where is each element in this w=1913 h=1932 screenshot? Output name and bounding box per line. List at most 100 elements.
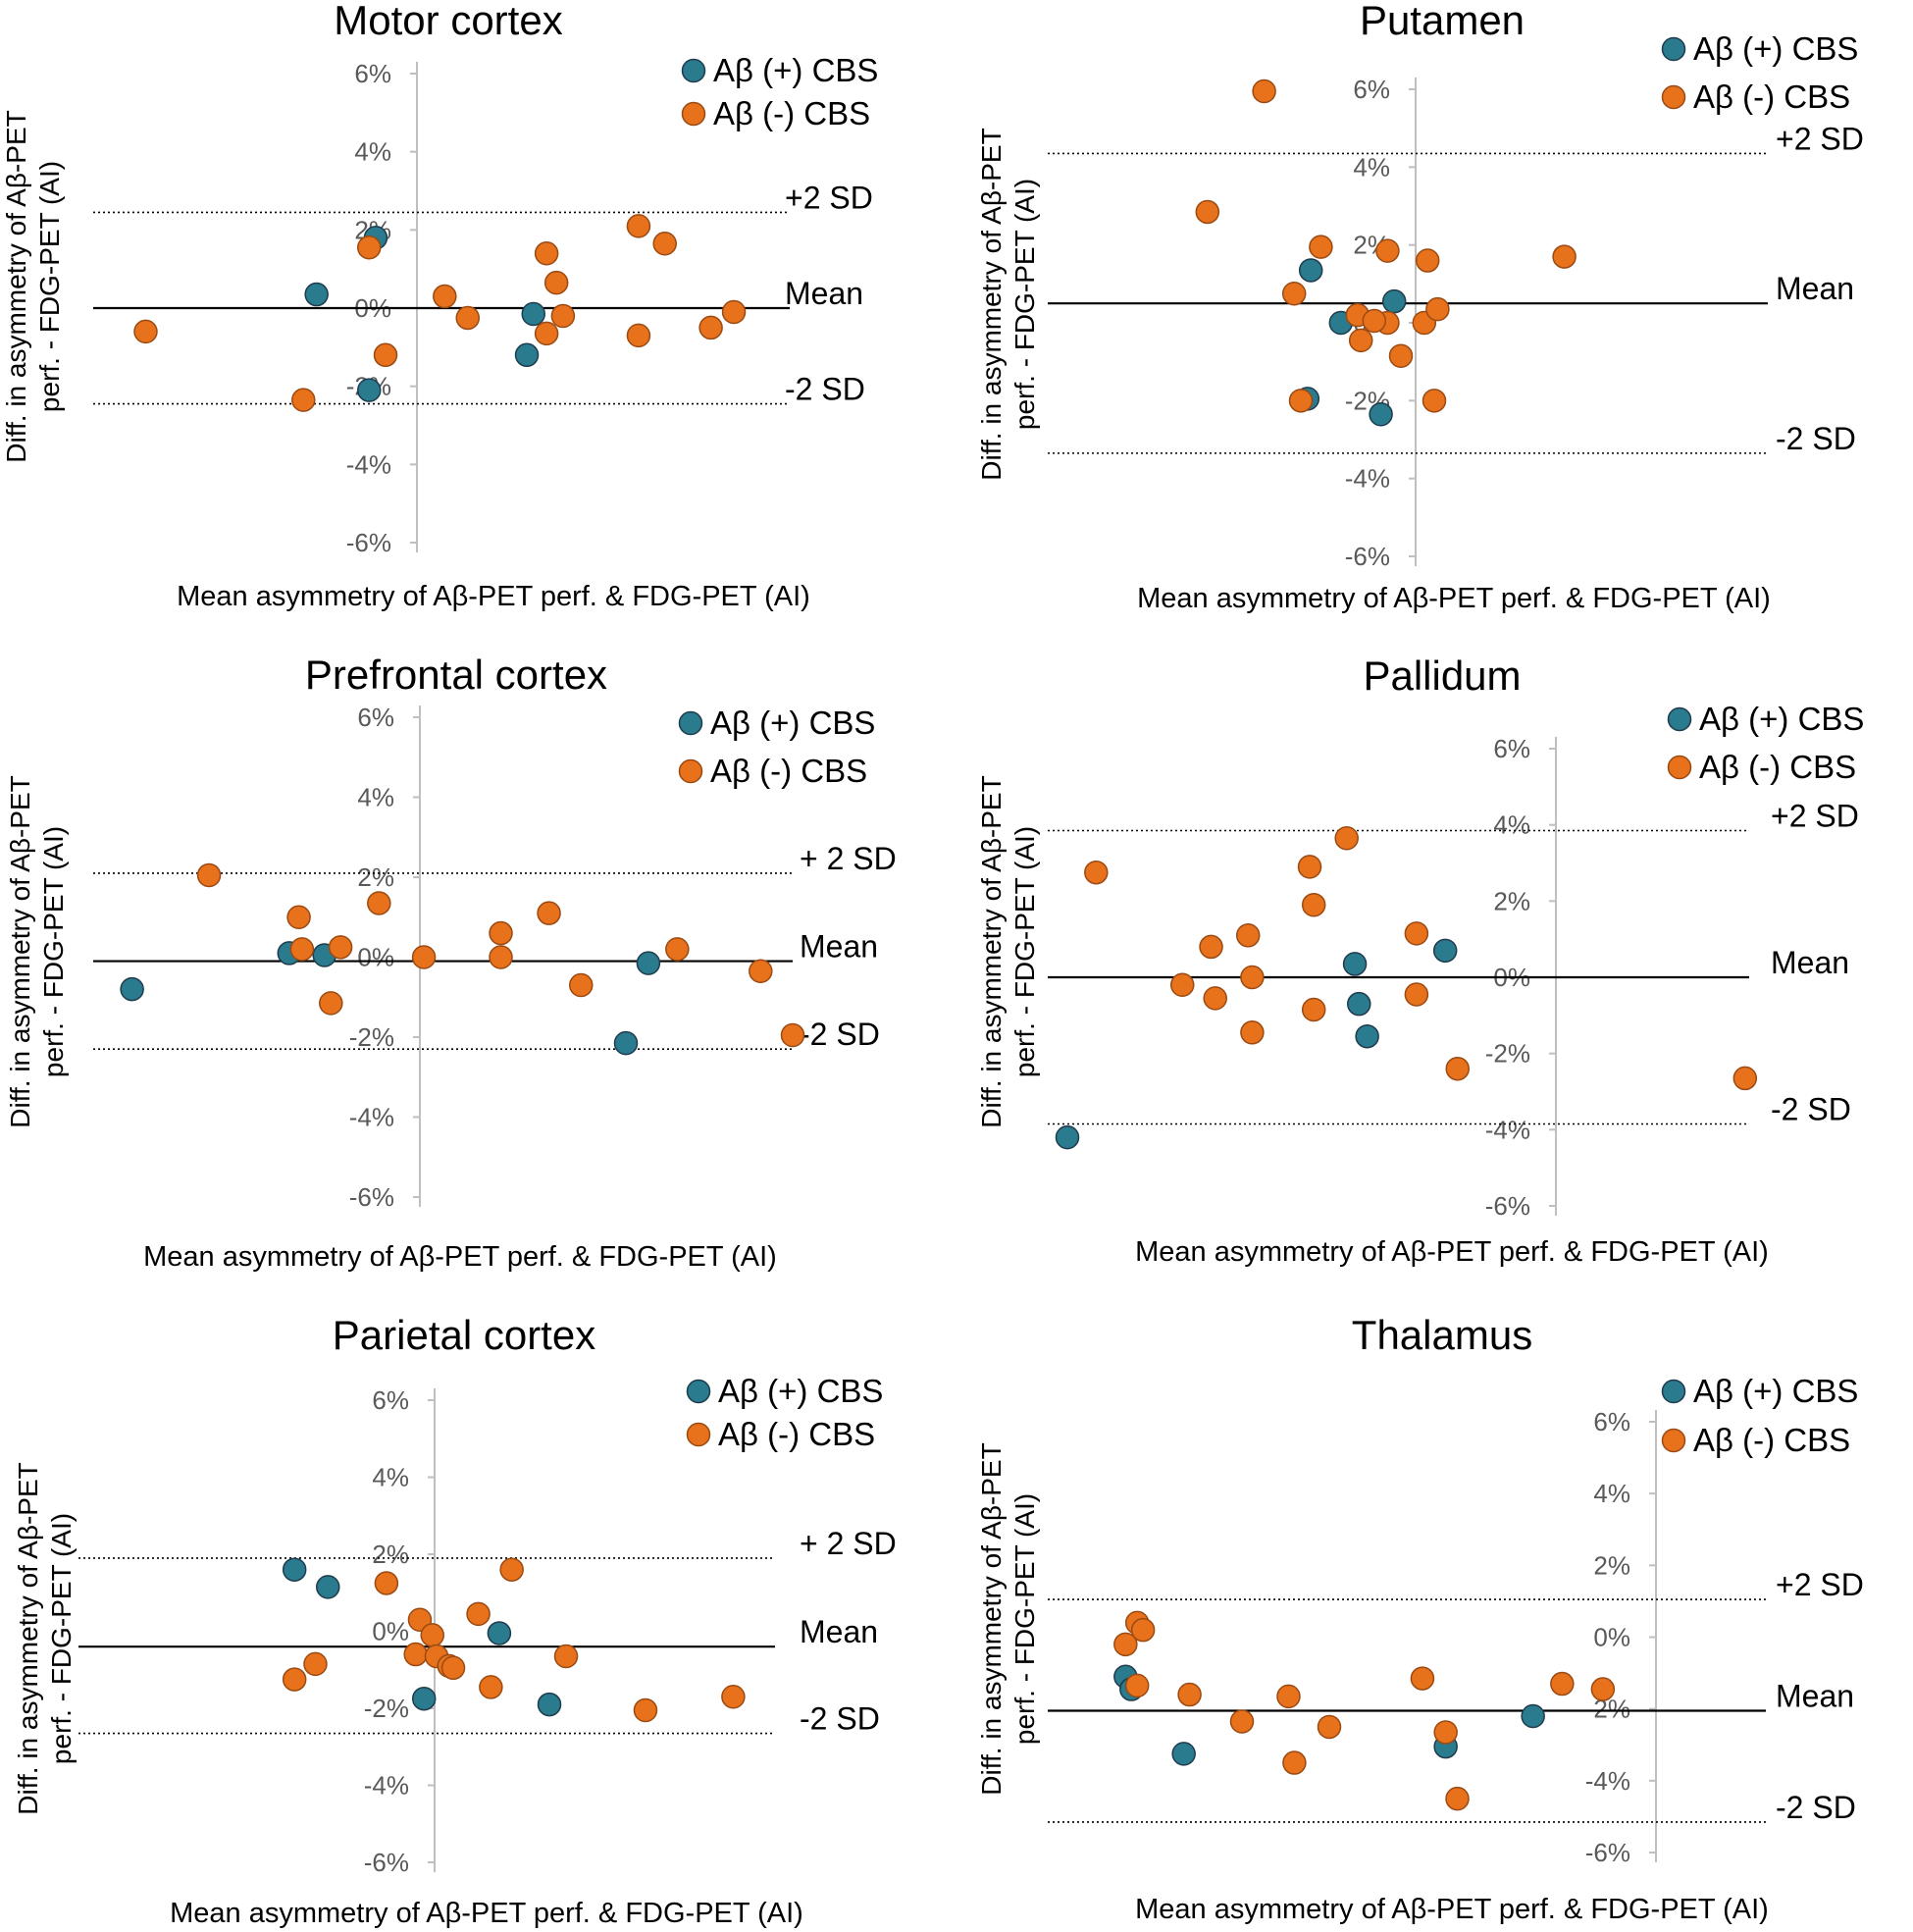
reference-line-label: Mean — [1776, 1678, 1854, 1713]
point-abeta-negative — [1552, 244, 1577, 269]
legend-marker-positive — [686, 1379, 711, 1404]
reference-line-label: Mean — [800, 1614, 878, 1649]
point-abeta-negative — [1317, 1714, 1342, 1740]
legend-label: Aβ (-) CBS — [713, 95, 870, 131]
y-tick-label: 2% — [372, 1540, 409, 1569]
y-tick-label: -6% — [349, 1182, 394, 1212]
legend-label: Aβ (-) CBS — [710, 753, 867, 789]
y-axis-label-line1: Diff. in asymmetry of Aβ-PET — [976, 1442, 1007, 1795]
y-tick-label: -6% — [346, 528, 391, 557]
point-abeta-positive — [1298, 258, 1323, 283]
point-abeta-negative — [433, 284, 457, 309]
legend-marker-negative — [1661, 1428, 1686, 1453]
point-abeta-negative — [196, 862, 222, 888]
y-axis-label-line2: perf. - FDG-PET (AI) — [38, 826, 69, 1077]
point-abeta-negative — [626, 323, 651, 348]
legend-label: Aβ (+) CBS — [718, 1373, 883, 1409]
point-abeta-negative — [550, 303, 576, 329]
point-abeta-negative — [1195, 199, 1220, 225]
point-abeta-positive — [1521, 1703, 1545, 1729]
point-abeta-negative — [1240, 1020, 1265, 1045]
point-abeta-negative — [721, 1684, 746, 1709]
legend-label: Aβ (+) CBS — [1693, 30, 1858, 67]
point-abeta-negative — [1445, 1056, 1470, 1081]
y-tick-label: -6% — [1345, 542, 1390, 571]
point-abeta-negative — [537, 901, 561, 925]
point-abeta-positive — [282, 1557, 307, 1582]
point-abeta-negative — [286, 905, 311, 929]
y-tick-label: 4% — [354, 137, 391, 167]
point-abeta-positive — [1171, 1742, 1196, 1766]
point-abeta-positive — [411, 1686, 437, 1711]
y-tick-label: 2% — [357, 862, 394, 892]
reference-line-label: -2 SD — [1776, 1790, 1856, 1825]
y-tick-label: 4% — [1353, 152, 1390, 182]
y-tick-label: -6% — [1485, 1191, 1530, 1221]
point-abeta-positive — [1381, 288, 1407, 314]
y-tick-label: 2% — [1493, 886, 1530, 915]
legend-label: Aβ (+) CBS — [710, 705, 875, 741]
y-tick-label: -2% — [1485, 1039, 1530, 1069]
point-abeta-negative — [1203, 986, 1227, 1011]
point-abeta-positive — [304, 282, 329, 307]
x-axis-label: Mean asymmetry of Aβ-PET perf. & FDG-PET… — [143, 1241, 777, 1273]
reference-line-label: + 2 SD — [800, 841, 897, 876]
point-abeta-positive — [1055, 1124, 1080, 1150]
point-abeta-negative — [1433, 1720, 1458, 1745]
y-tick-label: 4% — [357, 783, 394, 812]
legend-marker-negative — [1667, 755, 1692, 780]
legend-marker-positive — [1667, 706, 1692, 732]
point-abeta-negative — [499, 1557, 524, 1582]
point-abeta-negative — [652, 232, 677, 256]
legend-marker-negative — [678, 758, 703, 784]
point-abeta-negative — [319, 991, 343, 1016]
y-tick-label: 6% — [1593, 1407, 1630, 1436]
y-tick-label: -2% — [364, 1694, 409, 1723]
point-abeta-negative — [1124, 1673, 1150, 1698]
y-axis-label-line2: perf. - FDG-PET (AI) — [34, 161, 65, 412]
point-abeta-negative — [1732, 1066, 1758, 1091]
point-abeta-positive — [1355, 1023, 1379, 1049]
point-abeta-negative — [373, 342, 398, 368]
legend-marker-positive — [681, 58, 706, 83]
y-tick-label: -4% — [1345, 464, 1390, 494]
y-axis-label-line1: Diff. in asymmetry of Aβ-PET — [976, 775, 1007, 1127]
point-abeta-negative — [1199, 934, 1223, 960]
chart-parietal: Parietal cortex 6% 4% 2% 0% -2% -4% -6% + 2 SD Me… — [13, 1312, 897, 1929]
x-axis-label: Mean asymmetry of Aβ-PET perf. & FDG-PET… — [1137, 583, 1771, 614]
point-abeta-negative — [1404, 921, 1429, 946]
chart-title: Motor cortex — [334, 0, 562, 43]
point-abeta-negative — [1375, 238, 1400, 263]
reference-line-label: Mean — [785, 276, 863, 311]
point-abeta-negative — [1388, 343, 1414, 368]
y-tick-label: 6% — [354, 59, 391, 88]
y-tick-label: -4% — [364, 1771, 409, 1801]
legend-marker-positive — [1661, 36, 1686, 62]
point-abeta-negative — [1334, 826, 1359, 851]
point-abeta-negative — [780, 1022, 805, 1048]
x-axis-label: Mean asymmetry of Aβ-PET perf. & FDG-PET… — [1135, 1894, 1769, 1925]
reference-line-label: -2 SD — [1771, 1092, 1851, 1127]
reference-line-label: +2 SD — [1776, 1567, 1864, 1602]
point-abeta-negative — [1362, 308, 1387, 334]
point-abeta-negative — [489, 920, 513, 946]
chart-title: Pallidum — [1363, 653, 1521, 699]
point-abeta-positive — [1347, 991, 1371, 1017]
legend-marker-positive — [1661, 1379, 1686, 1404]
y-axis-label-line1: Diff. in asymmetry of Aβ-PET — [5, 775, 35, 1127]
y-axis-label-line1: Diff. in asymmetry of Aβ-PET — [13, 1462, 43, 1814]
point-abeta-negative — [1550, 1671, 1575, 1697]
y-tick-label: 2% — [1593, 1550, 1630, 1580]
y-axis-label-line2: perf. - FDG-PET (AI) — [1009, 1493, 1040, 1745]
point-abeta-positive — [1369, 401, 1393, 427]
point-abeta-negative — [749, 959, 773, 984]
point-abeta-negative — [569, 972, 594, 998]
x-axis-label: Mean asymmetry of Aβ-PET perf. & FDG-PET… — [170, 1898, 803, 1929]
point-abeta-negative — [1301, 892, 1326, 917]
y-tick-label: 6% — [1353, 75, 1390, 104]
